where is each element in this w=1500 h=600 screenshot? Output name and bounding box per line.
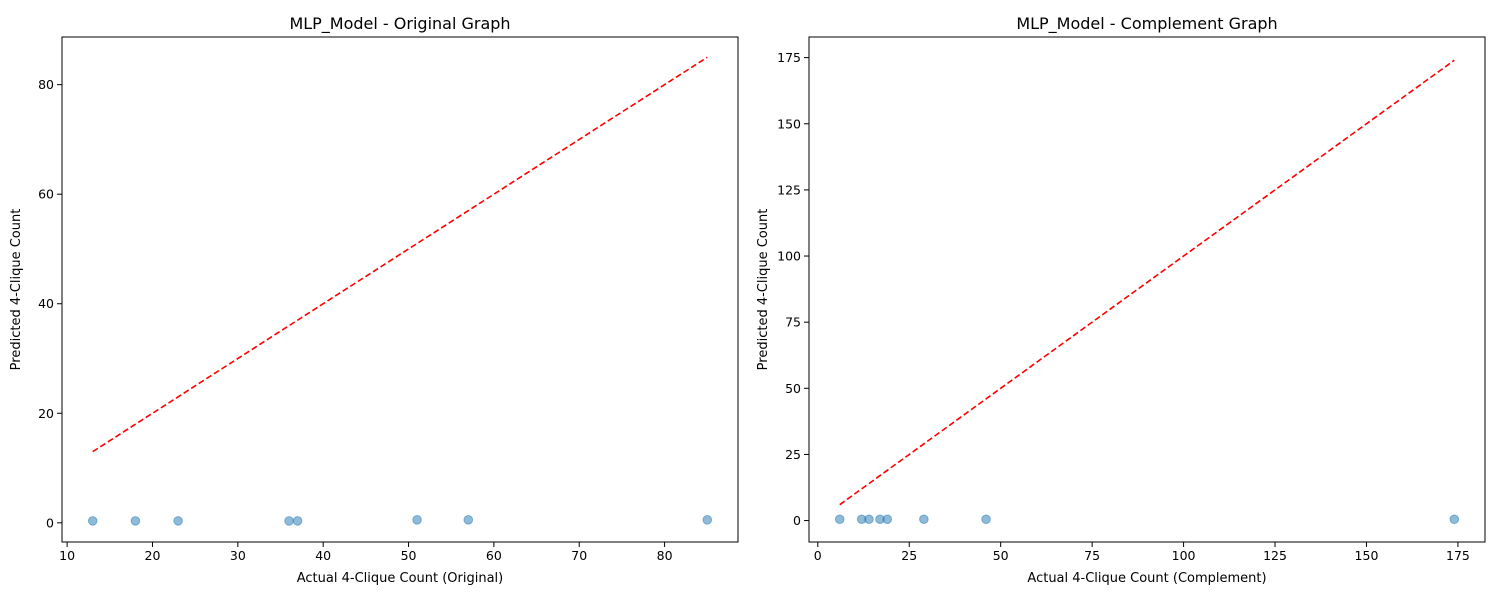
x-tick-label: 40	[315, 548, 331, 563]
x-axis-label: Actual 4-Clique Count (Original)	[297, 571, 504, 586]
x-axis-label: Actual 4-Clique Count (Complement)	[1027, 571, 1266, 586]
y-tick-label: 80	[38, 77, 54, 92]
plot-frame	[61, 36, 739, 543]
y-tick-label: 25	[785, 447, 801, 462]
x-tick-label: 80	[657, 548, 673, 563]
data-point	[702, 515, 713, 525]
subplot-complement-graph: MLP_Model - Complement Graph 0 25 50 75 100 12…	[756, 14, 1486, 586]
data-point	[882, 514, 893, 525]
reference-line	[92, 56, 708, 453]
x-tick-label: 10	[59, 548, 75, 563]
data-point	[1449, 514, 1460, 525]
data-point	[919, 514, 929, 525]
x-tick-label: 60	[486, 548, 502, 563]
y-tick-label: 150	[777, 116, 801, 131]
y-tick-label: 175	[777, 50, 801, 65]
x-tick-label: 125	[1263, 548, 1287, 563]
data-point	[864, 514, 874, 525]
data-point	[173, 516, 183, 526]
x-tick-label: 20	[145, 548, 161, 563]
x-tick-label: 50	[401, 548, 417, 563]
x-tick-label: 25	[901, 548, 917, 563]
y-axis-label: Predicted 4-Clique Count	[9, 209, 24, 371]
y-tick-label: 0	[793, 513, 801, 528]
x-tick-label: 150	[1355, 548, 1379, 563]
y-tick-label: 0	[46, 515, 54, 530]
data-point	[981, 514, 991, 525]
data-point	[463, 515, 474, 525]
y-tick-label: 40	[38, 296, 54, 311]
data-point	[412, 515, 422, 525]
subplot-original-graph: MLP_Model - Original Graph 10 20 30 40 50 60 70…	[9, 14, 739, 586]
plot-frame	[808, 36, 1486, 543]
x-tick-label: 75	[1084, 548, 1100, 563]
x-tick-label: 100	[1172, 548, 1196, 563]
y-tick-label: 75	[785, 315, 801, 330]
data-point	[87, 516, 98, 526]
reference-line	[839, 59, 1455, 506]
x-tick-label: 0	[814, 548, 822, 563]
x-tick-label: 30	[230, 548, 246, 563]
data-point	[284, 516, 294, 526]
y-tick-label: 100	[777, 249, 801, 264]
chart-title: MLP_Model - Complement Graph	[1016, 14, 1277, 34]
data-point	[130, 516, 141, 526]
y-tick-label: 125	[777, 182, 801, 197]
x-tick-label: 175	[1446, 548, 1470, 563]
chart-title: MLP_Model - Original Graph	[289, 14, 510, 34]
data-point	[834, 514, 845, 525]
y-tick-label: 20	[38, 406, 54, 421]
x-tick-label: 50	[993, 548, 1009, 563]
x-tick-label: 70	[571, 548, 587, 563]
y-axis-label: Predicted 4-Clique Count	[756, 209, 771, 371]
y-tick-label: 50	[785, 381, 801, 396]
data-point	[292, 516, 303, 526]
y-tick-label: 60	[38, 187, 54, 202]
